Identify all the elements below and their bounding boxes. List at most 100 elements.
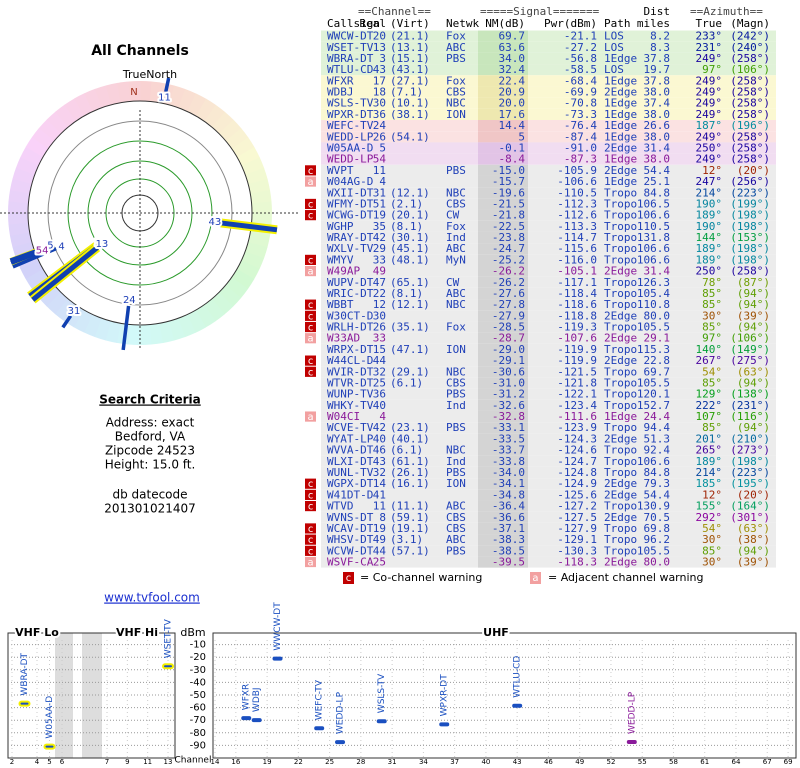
column-header: Real xyxy=(360,17,387,30)
warning-icon xyxy=(305,500,316,512)
warning-icon xyxy=(305,310,316,321)
cell-dist: 70.5 xyxy=(644,511,671,524)
y-tick-label: -40 xyxy=(190,677,206,688)
cell-path: 2Edge xyxy=(604,164,637,177)
warning-icon xyxy=(305,366,316,377)
cell-az: 249° xyxy=(696,108,723,121)
x-tick-label: 6 xyxy=(60,758,65,766)
column-header: miles xyxy=(637,17,670,30)
cell-pwr: -125.6 xyxy=(557,488,597,501)
nm-cell-background xyxy=(478,231,528,244)
cell-call: WCWG-DT xyxy=(327,209,374,222)
cell-call: W30CT-D xyxy=(327,309,373,322)
cell-dist: 105.4 xyxy=(637,287,670,300)
nm-cell-background xyxy=(478,399,528,411)
cell-mag: (153°) xyxy=(730,231,770,244)
y-tick-label: -20 xyxy=(190,652,206,663)
nm-cell-background xyxy=(478,276,528,288)
cell-mag: (258°) xyxy=(730,141,770,154)
y-tick-label: -90 xyxy=(190,740,206,751)
column-header: NM(dB) xyxy=(485,17,525,30)
warning-icon xyxy=(305,165,316,176)
column-header: Pwr(dBm) xyxy=(544,17,597,30)
cell-path: Tropo xyxy=(604,376,637,389)
cell-mag: (94°) xyxy=(737,298,770,311)
nm-cell-background xyxy=(478,534,528,546)
cell-pwr: -121.5 xyxy=(557,365,597,378)
warning-letter: c xyxy=(307,490,313,501)
signal-label: WEDD-LP xyxy=(336,691,346,734)
warning-letter: c xyxy=(307,199,313,210)
cell-dist: 22.8 xyxy=(644,354,671,367)
cell-dist: 84.8 xyxy=(644,466,671,479)
nm-cell-background xyxy=(478,153,528,165)
site-link[interactable]: www.tvfool.com xyxy=(104,591,200,605)
row-background xyxy=(321,511,776,523)
nm-cell-background xyxy=(478,187,528,199)
x-tick-label: 69 xyxy=(784,758,793,766)
cell-dist: 120.1 xyxy=(637,388,670,401)
cell-dist: 69.7 xyxy=(644,365,671,378)
cell-pwr: -114.7 xyxy=(557,231,597,244)
warning-icon xyxy=(305,265,316,277)
cell-nm: -0.1 xyxy=(499,141,526,154)
cell-call: WCVE-TV xyxy=(327,421,374,434)
nm-cell-background xyxy=(478,545,528,557)
row-background xyxy=(321,377,776,389)
cell-nm: -28.7 xyxy=(492,332,525,345)
cell-virt: (35.1) xyxy=(390,321,430,334)
nm-cell-background xyxy=(478,489,528,501)
nm-cell-background xyxy=(478,75,528,87)
legend-text: = Adjacent channel warning xyxy=(548,571,704,584)
cell-real: 54 xyxy=(373,153,387,166)
cell-net: CBS xyxy=(446,197,466,210)
cell-az: 189° xyxy=(696,209,723,222)
row-background xyxy=(321,209,776,221)
cell-real: 42 xyxy=(373,231,386,244)
cell-nm: -34.8 xyxy=(492,488,525,501)
column-header: Netwk xyxy=(446,17,479,30)
cell-mag: (258°) xyxy=(730,52,770,65)
cell-net: CBS xyxy=(446,511,466,524)
cell-real: 26 xyxy=(373,130,386,143)
cell-virt: (26.1) xyxy=(390,466,430,479)
warning-icon xyxy=(305,478,316,489)
cell-real: 35 xyxy=(373,220,386,233)
warning-icon xyxy=(305,299,316,310)
station-label: 5 xyxy=(47,241,53,252)
cell-pwr: -116.0 xyxy=(557,253,597,266)
signal-mark xyxy=(18,700,31,707)
cell-net: ABC xyxy=(446,500,466,513)
cell-real: 17 xyxy=(373,74,386,87)
cell-virt: (6.1) xyxy=(390,444,423,457)
nm-cell-background xyxy=(478,433,528,445)
row-background xyxy=(321,254,776,266)
cell-path: Tropo xyxy=(604,220,637,233)
cell-dist: 29.1 xyxy=(644,332,671,345)
cell-mag: (258°) xyxy=(730,153,770,166)
signal-label: WEFC-TV xyxy=(315,679,325,720)
cell-real: 25 xyxy=(373,556,386,569)
cell-pwr: -110.5 xyxy=(557,186,597,199)
cell-nm: 20.0 xyxy=(499,97,526,110)
signal-ray xyxy=(10,251,38,265)
cell-virt: (16.1) xyxy=(390,477,430,490)
cell-net: CW xyxy=(446,209,460,222)
cell-mag: (198°) xyxy=(730,455,770,468)
cell-az: 12° xyxy=(702,164,722,177)
cell-virt: (21.1) xyxy=(390,30,430,43)
cell-mag: (116°) xyxy=(730,410,770,423)
nm-cell-background xyxy=(478,175,528,188)
cell-virt: (8.1) xyxy=(390,220,423,233)
cell-dist: 92.4 xyxy=(644,444,671,457)
nm-cell-background xyxy=(478,444,528,456)
nm-cell-background xyxy=(478,388,528,400)
cell-mag: (198°) xyxy=(730,220,770,233)
station-label: 31 xyxy=(68,306,81,317)
warning-letter: a xyxy=(307,412,313,423)
nm-cell-background xyxy=(478,64,528,76)
cell-real: 47 xyxy=(373,276,386,289)
cell-virt: (11.1) xyxy=(390,500,430,513)
warning-letter: a xyxy=(307,558,313,569)
